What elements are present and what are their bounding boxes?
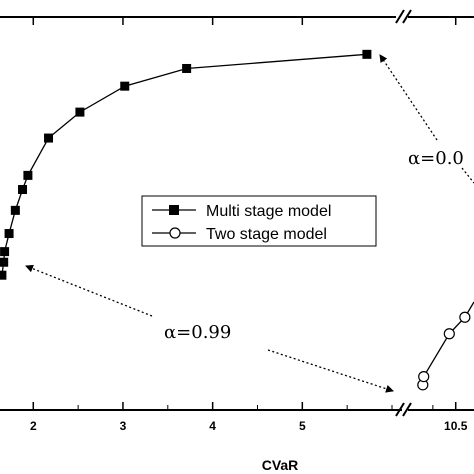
annotation-arrow-alpha-099-left [25,264,153,317]
two-stage-point-3 [459,311,471,323]
legend-marker-multi-stage [169,205,179,215]
multi-stage-point-6 [23,170,33,180]
multi-stage-point-7 [44,133,54,143]
legend-label-two-stage: Two stage model [206,226,327,243]
multi-stage-point-1 [0,257,9,267]
x-tick-label-5: 5 [299,419,306,433]
multi-stage-point-4 [10,205,20,215]
multi-stage-point-11 [362,49,372,59]
multi-stage-point-9 [120,81,130,91]
annotation-alpha-0: α=0.0 [408,148,464,169]
annotation-arrow-alpha-099-right [267,349,394,393]
multi-stage-point-3 [4,229,14,239]
x-tick-label-3: 3 [120,419,127,433]
top-axis-break [0,9,474,24]
multi-stage-point-8 [75,107,85,117]
two-stage-point-2 [443,328,455,340]
multi-stage-point-0 [0,270,7,280]
annotation-arrow-alpha-0-bottom [461,167,474,184]
x-axis-title: CVaR [262,457,299,473]
x-tick-label-2: 2 [30,419,37,433]
legend: Multi stage model Two stage model [141,195,377,247]
multi-stage-point-2 [0,247,10,257]
x-tick-label-10.5: 10.5 [444,419,468,433]
annotation-alpha-099: α=0.99 [164,322,231,343]
legend-label-multi-stage: Multi stage model [206,203,331,220]
two-stage-point-1 [418,370,430,383]
x-tick-label-4: 4 [209,419,216,433]
multi-stage-point-5 [18,185,28,195]
multi-stage-point-10 [182,63,192,73]
axis-break [395,402,412,417]
legend-marker-two-stage [169,227,181,239]
legend-box [141,195,377,247]
annotation-arrow-alpha-0-top [379,54,438,141]
